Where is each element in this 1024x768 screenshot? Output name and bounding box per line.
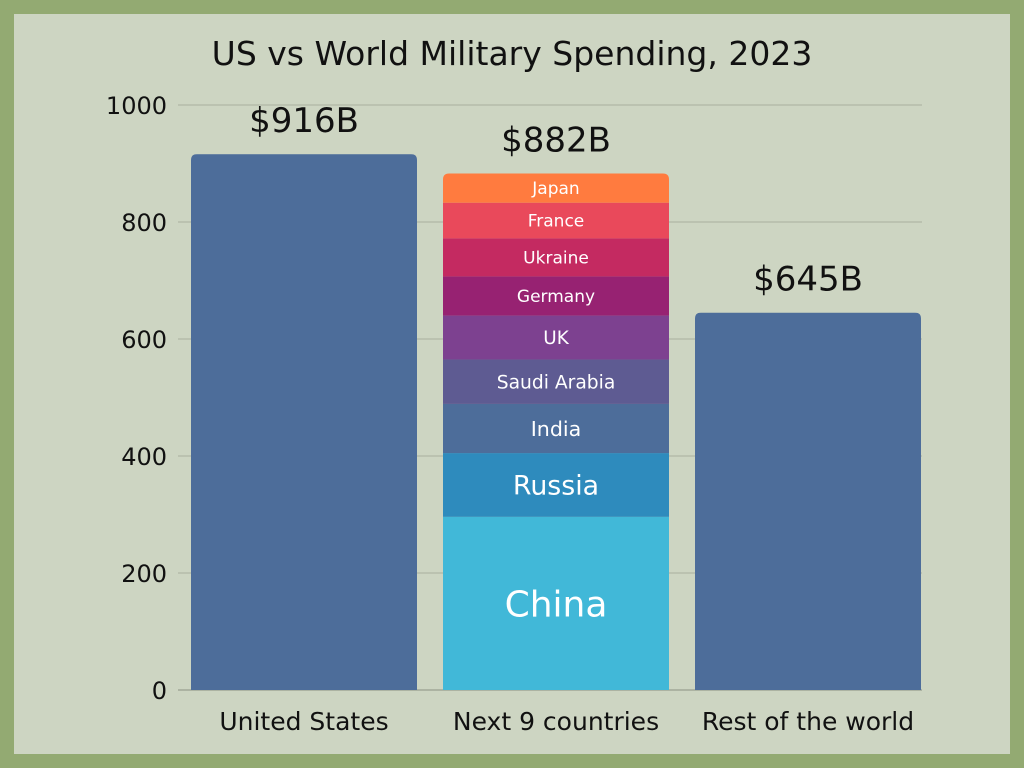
y-tick-label: 1000 xyxy=(106,92,167,120)
segment-label: UK xyxy=(543,328,569,349)
segment-label: India xyxy=(531,417,582,441)
bar-chart: US vs World Military Spending, 2023 0 200… xyxy=(106,34,922,736)
bar-next-9-countries xyxy=(443,173,669,690)
bar-segment xyxy=(443,403,669,454)
bar-segment xyxy=(443,238,669,277)
bar-segment xyxy=(443,173,669,203)
bar-segment xyxy=(443,359,669,404)
segment-label: Saudi Arabia xyxy=(497,372,616,393)
bar-united-states xyxy=(191,154,417,690)
segment-label: Germany xyxy=(517,287,595,307)
y-tick-label: 200 xyxy=(121,560,167,588)
segment-label: Ukraine xyxy=(523,249,589,269)
bar-rest-of-the-world xyxy=(695,312,921,690)
y-tick-label: 0 xyxy=(152,677,167,705)
chart-title: US vs World Military Spending, 2023 xyxy=(212,34,813,73)
total-label: $916B xyxy=(249,101,359,141)
bar-segment xyxy=(443,516,669,690)
bar-segment xyxy=(191,154,417,690)
x-tick-label: United States xyxy=(219,707,388,736)
x-tick-label: Rest of the world xyxy=(702,707,914,736)
y-tick-label: 600 xyxy=(121,326,167,354)
bar-segment xyxy=(443,276,669,316)
bars: China Russia India Saudi Arabia UK Germany Ukr… xyxy=(191,154,921,690)
total-label: $882B xyxy=(501,120,611,160)
segment-label: Russia xyxy=(513,471,599,502)
bar-segment xyxy=(443,202,669,239)
total-labels: $916B $882B $645B xyxy=(249,101,863,300)
bar-segment xyxy=(443,315,669,360)
bar-segment xyxy=(695,312,921,690)
total-label: $645B xyxy=(753,260,863,300)
segment-label: China xyxy=(505,584,608,625)
bar-segment xyxy=(443,453,669,517)
y-axis-ticks: 0 200 400 600 800 1000 xyxy=(106,92,167,705)
segment-label: Japan xyxy=(531,179,579,199)
y-tick-label: 800 xyxy=(121,209,167,237)
y-tick-label: 400 xyxy=(121,443,167,471)
segment-label: France xyxy=(528,212,585,232)
x-axis-ticks: United States Next 9 countries Rest of the… xyxy=(219,707,914,736)
x-tick-label: Next 9 countries xyxy=(453,707,659,736)
chart-frame: US vs World Military Spending, 2023 0 200… xyxy=(14,14,1010,754)
